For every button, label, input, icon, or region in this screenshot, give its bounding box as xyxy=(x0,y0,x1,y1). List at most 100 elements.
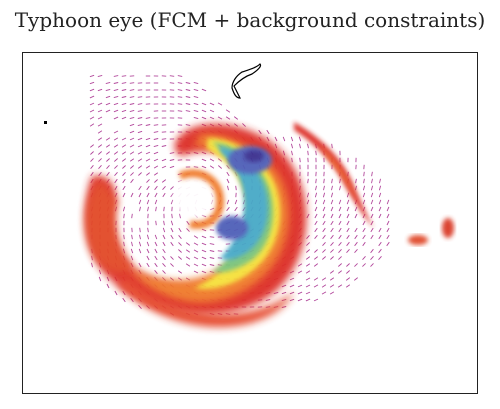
wind-vector xyxy=(146,192,150,198)
wind-vector xyxy=(354,234,358,240)
wind-vector xyxy=(114,172,118,176)
wind-vector xyxy=(217,158,223,162)
wind-vector xyxy=(227,185,229,191)
wind-vector xyxy=(138,262,142,268)
wind-vector xyxy=(162,227,166,233)
wind-vector xyxy=(89,102,95,106)
figure-title: Typhoon eye (FCM + background constraint… xyxy=(14,8,486,32)
wind-vector xyxy=(89,81,95,85)
wind-vector xyxy=(378,185,382,191)
wind-vector xyxy=(185,242,191,246)
core-lower xyxy=(216,216,248,240)
wind-vector xyxy=(306,235,310,239)
wind-vector xyxy=(314,235,318,239)
wind-vector xyxy=(354,241,358,247)
wind-vector xyxy=(129,158,135,162)
wind-vector xyxy=(378,199,382,205)
wind-vector xyxy=(338,206,342,212)
wind-vector xyxy=(209,250,215,252)
wind-vector xyxy=(321,277,327,281)
wind-vector xyxy=(330,220,334,226)
wind-vector xyxy=(209,236,215,238)
wind-vector xyxy=(209,151,215,155)
wind-vector xyxy=(371,178,373,184)
wind-vector xyxy=(266,129,270,135)
wind-vector xyxy=(153,131,159,133)
wind-vector xyxy=(137,137,143,141)
wind-vector xyxy=(162,241,166,247)
wind-vector xyxy=(105,95,111,99)
wind-vector xyxy=(161,179,167,183)
island-coastline xyxy=(231,63,262,99)
wind-vector xyxy=(146,172,150,176)
wind-vector xyxy=(131,234,133,240)
wind-vector xyxy=(330,192,334,198)
wind-vector xyxy=(306,249,310,253)
wind-vector xyxy=(145,124,151,126)
east-outer-band xyxy=(294,122,374,228)
wind-vector xyxy=(371,171,373,177)
wind-vector xyxy=(321,291,327,295)
wind-vector xyxy=(346,199,350,205)
wind-vector xyxy=(201,88,207,92)
wind-vector xyxy=(337,284,343,288)
wind-vector xyxy=(153,151,159,155)
wind-vector xyxy=(177,277,183,281)
wind-vector xyxy=(345,284,351,288)
wind-vector xyxy=(97,116,103,120)
wind-vector xyxy=(330,206,334,212)
wind-vector xyxy=(137,110,143,112)
wind-vector xyxy=(146,234,150,240)
wind-vector xyxy=(98,165,102,169)
wind-vector xyxy=(323,178,325,184)
wind-vector xyxy=(186,228,190,232)
wind-vector xyxy=(161,145,167,147)
wind-vector xyxy=(330,256,334,260)
wind-vector xyxy=(138,248,142,254)
wind-vector xyxy=(138,241,142,247)
right-patch xyxy=(408,235,428,245)
wind-vector xyxy=(346,270,350,274)
wind-vector xyxy=(146,248,150,254)
wind-vector xyxy=(154,185,158,191)
wind-vector xyxy=(378,256,382,260)
wind-vector xyxy=(129,151,135,155)
wind-vector xyxy=(114,165,118,169)
wind-vector xyxy=(281,306,287,308)
wind-vector xyxy=(105,137,111,141)
wind-vector xyxy=(161,138,167,140)
wind-vector xyxy=(129,123,135,127)
wind-vector xyxy=(379,178,381,184)
wind-vector xyxy=(122,206,126,212)
wind-vector xyxy=(330,242,334,246)
wind-vector xyxy=(98,269,102,275)
wind-vector xyxy=(185,124,191,126)
wind-vector xyxy=(363,171,365,177)
wind-vector xyxy=(307,143,309,149)
wind-vector xyxy=(130,165,134,169)
wind-vector xyxy=(137,130,143,134)
wind-vector xyxy=(299,157,301,163)
wind-vector xyxy=(331,185,333,191)
wind-vector xyxy=(370,227,374,233)
wind-vector xyxy=(201,151,207,155)
wind-vector xyxy=(114,290,118,296)
wind-vector xyxy=(121,109,127,113)
wind-vector xyxy=(147,227,149,233)
wind-vector xyxy=(97,123,103,127)
wind-vector xyxy=(177,75,183,77)
wind-vector xyxy=(273,291,279,295)
wind-vector xyxy=(162,248,166,254)
wind-vector xyxy=(209,207,215,211)
wind-vector xyxy=(201,102,207,106)
wind-vector xyxy=(291,157,293,163)
wind-vector xyxy=(89,95,95,99)
wind-vector xyxy=(114,158,118,162)
wind-vector xyxy=(154,199,158,205)
wind-vector xyxy=(305,270,311,274)
wind-vector xyxy=(122,172,126,176)
wind-vector xyxy=(297,270,303,274)
wind-vector xyxy=(193,249,199,253)
wind-vector xyxy=(209,102,215,106)
wind-vector xyxy=(330,249,334,253)
